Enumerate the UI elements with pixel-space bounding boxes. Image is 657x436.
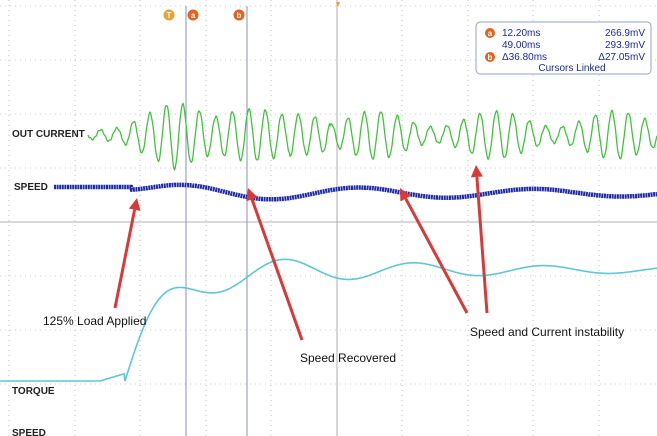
annotation-arrow-head [246,188,258,202]
torque-trace [0,258,657,382]
readout-a-time: 12.20ms [502,28,540,39]
annotation-arrow-shaft [113,209,137,309]
readout-b-time: 49.00ms [502,40,540,51]
annotation-arrows [113,165,489,341]
readout-delta-value: Δ27.05mV [598,52,645,63]
cursor-b-marker[interactable]: b [233,9,245,21]
annotation-arrow-head [128,198,141,211]
cursor-a-marker-label: a [191,11,196,20]
trigger-marker[interactable]: T [163,9,175,21]
readout-b-icon: b [488,53,493,62]
readout-b-value: 293.9mV [605,40,645,51]
speed-channel-label: SPEED [14,182,48,193]
out-current-channel-label: OUT CURRENT [12,129,85,140]
torque-channel-label: TORQUE [12,386,55,397]
cursor-a-marker[interactable]: a [187,9,199,21]
cursor-readout-panel: a 12.20ms 266.9mV 49.00ms 293.9mV b Δ36.… [475,21,652,75]
annotation-arrow-shaft [250,198,304,341]
annotation-arrow-shaft [404,197,469,314]
readout-delta-time: Δ36.80ms [502,52,547,63]
trigger-marker-label: T [167,11,172,20]
instability-annotation: Speed and Current instability [470,325,624,339]
center-position-marker [336,2,340,7]
annotation-arrow-head [470,165,483,178]
load-applied-annotation: 125% Load Applied [43,314,146,328]
cursors-linked-label: Cursors Linked [538,63,605,74]
speed-recovered-annotation: Speed Recovered [300,351,396,365]
readout-a-value: 266.9mV [605,28,645,39]
speed-trace [54,182,657,202]
speed-bottom-channel-label: SPEED [12,428,46,436]
readout-a-icon: a [488,29,493,38]
out-current-trace [87,102,657,172]
annotation-arrow-shaft [475,176,489,314]
annotation-arrow-head [400,188,411,202]
cursor-b-marker-label: b [237,11,242,20]
